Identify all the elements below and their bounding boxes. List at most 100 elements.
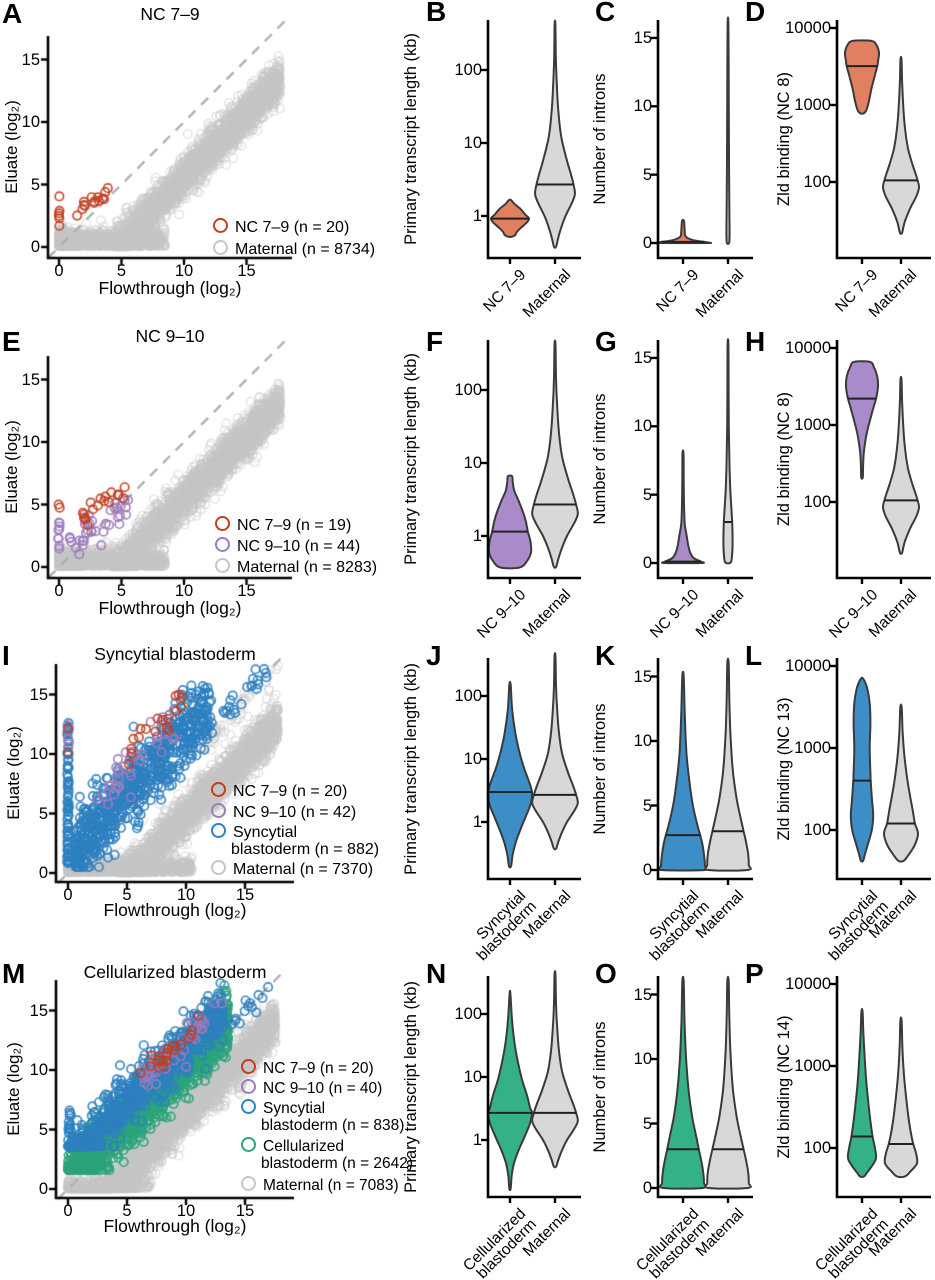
y-tick-label: 0 (30, 558, 40, 576)
y-tick-label: 5 (642, 165, 652, 184)
legend-marker-nc910 (211, 803, 226, 818)
x-tick-label: 0 (54, 582, 64, 600)
y-tick-label: 0 (38, 1180, 48, 1198)
y-tick-label: 15 (633, 348, 652, 367)
x-tick-label: 0 (54, 262, 64, 280)
y-tick-label: 100 (454, 381, 482, 399)
axis-frame (656, 20, 753, 260)
panel-p: P Zld binding (NC 14) 100 1000 10000 Cellular… (745, 958, 935, 1280)
panel-k: K Number of introns 0 5 10 15 Syncytial blasto… (583, 640, 755, 1016)
y-tick-label: 15 (633, 28, 652, 47)
violin-shape-l-1 (883, 703, 919, 863)
legend-label: NC 9–10 (n = 44) (237, 538, 361, 555)
y-tick-label: 5 (38, 1120, 48, 1139)
y-tick-label: 1000 (794, 1057, 831, 1075)
y-tick-label: 5 (642, 485, 652, 504)
plot-title: NC 7–9 (140, 4, 200, 24)
y-tick-label: 10000 (785, 19, 831, 37)
axis-frame (835, 20, 931, 260)
axis-frame (486, 658, 581, 881)
legend-label: Syncytial (263, 1100, 326, 1117)
legend-row: blastoderm (n = 2642) (261, 1155, 413, 1173)
y-tick-label: 15 (21, 50, 40, 69)
scatter-canvas-m (0, 958, 400, 1280)
y-tick-label: 0 (30, 238, 40, 256)
x-tick-label: 10 (174, 582, 194, 600)
y-tick-label: 10 (633, 732, 652, 750)
panel-e: E NC 9–10 Flowthrough (log₂) Eluate (log₂) 0… (0, 320, 400, 640)
violin-shape-k-1 (704, 657, 752, 872)
axis-frame (656, 658, 753, 881)
y-tick-label: 15 (29, 685, 48, 704)
violin-shape-c-0 (653, 218, 713, 245)
axis-frame (486, 976, 581, 1199)
legend-row: blastoderm (n = 882) (231, 841, 379, 859)
scatter-canvas-e (0, 320, 400, 640)
legend-label: NC 7–9 (n = 19) (237, 517, 352, 534)
plot-title: Cellularized blastoderm (83, 962, 267, 982)
violin-shape-c-1 (725, 16, 731, 245)
panel-f: F Primary transcript length (kb) 1 10 100 NC … (400, 320, 583, 698)
panel-letter: C (595, 0, 616, 27)
x-axis-label: Flowthrough (log₂) (103, 900, 247, 920)
panel-letter: K (595, 640, 616, 671)
y-tick-label: 1000 (794, 739, 831, 757)
violin-shape-k-0 (656, 670, 710, 872)
legend-row: Syncytial (211, 823, 297, 842)
violin-plot-p (830, 976, 931, 1203)
y-axis-label: Zld binding (NC 8) (775, 72, 793, 206)
panel-h: H Zld binding (NC 8) 100 1000 10000 NC 9–10 Ma… (745, 320, 935, 698)
legend-row: NC 9–10 (n = 44) (215, 537, 360, 556)
violin-shape-h-1 (881, 375, 921, 555)
violin-shape-g-1 (722, 338, 734, 565)
violin-shape-j-0 (486, 680, 534, 869)
y-tick-label: 0 (642, 234, 652, 252)
legend-marker-maternal (241, 1176, 256, 1191)
legend-marker-maternal (211, 860, 226, 875)
violin-plot-n (481, 970, 581, 1203)
legend-label: NC 9–10 (n = 42) (233, 804, 357, 821)
panel-l: L Zld binding (NC 13) 100 1000 10000 Syncytia… (745, 640, 935, 1016)
panel-letter: O (595, 958, 617, 989)
legend-marker-nc79 (241, 1059, 256, 1074)
y-tick-label: 1 (472, 207, 482, 225)
y-tick-label: 10000 (785, 339, 831, 357)
legend-marker-maternal (213, 240, 228, 255)
legend-label: Cellularized (263, 1138, 344, 1155)
y-tick-label: 15 (633, 667, 652, 686)
plot-title: Syncytial blastoderm (94, 644, 256, 664)
legend-row: NC 9–10 (n = 40) (241, 1079, 382, 1098)
legend-row: NC 9–10 (n = 42) (211, 803, 356, 822)
scatter-canvas-i (0, 640, 400, 958)
panel-letter: F (426, 326, 444, 357)
y-tick-label: 0 (642, 554, 652, 572)
violin-plot-l (830, 658, 931, 885)
y-tick-label: 5 (30, 175, 40, 194)
y-tick-label: 1 (472, 527, 482, 545)
y-tick-label: 10 (463, 454, 482, 472)
y-axis-label: Primary transcript length (kb) (402, 662, 420, 875)
violin-shape-f-1 (531, 339, 579, 569)
y-tick-label: 5 (642, 796, 652, 815)
panel-j: J Primary transcript length (kb) 1 10 100 Syn… (400, 640, 583, 1016)
legend-marker-nc79 (213, 218, 228, 233)
panel-letter: H (745, 326, 766, 357)
panel-g: G Number of introns 0 5 10 15 NC 9–10 Maternal (583, 320, 755, 698)
violin-shape-n-0 (486, 989, 534, 1192)
x-tick-label: 15 (235, 1202, 255, 1220)
legend-row: Maternal (n = 7083) (241, 1176, 399, 1195)
panel-c: C Number of introns 0 5 10 15 NC 7–9 Maternal (583, 0, 755, 378)
y-axis-label: Primary transcript length (kb) (402, 353, 420, 565)
y-tick-label: 10 (463, 750, 482, 768)
x-tick-label: 15 (237, 582, 256, 600)
violin-shape-b-1 (534, 19, 576, 249)
legend-label: NC 9–10 (n = 40) (263, 1080, 383, 1097)
legend-row: NC 7–9 (n = 20) (213, 218, 349, 237)
legend-marker-maternal (215, 558, 230, 573)
legend-label: NC 7–9 (n = 20) (263, 1060, 374, 1077)
legend-row: Syncytial (241, 1099, 325, 1118)
axis-frame (656, 340, 753, 580)
violin-plot-o (651, 975, 753, 1203)
legend-label: blastoderm (n = 882) (231, 841, 380, 858)
